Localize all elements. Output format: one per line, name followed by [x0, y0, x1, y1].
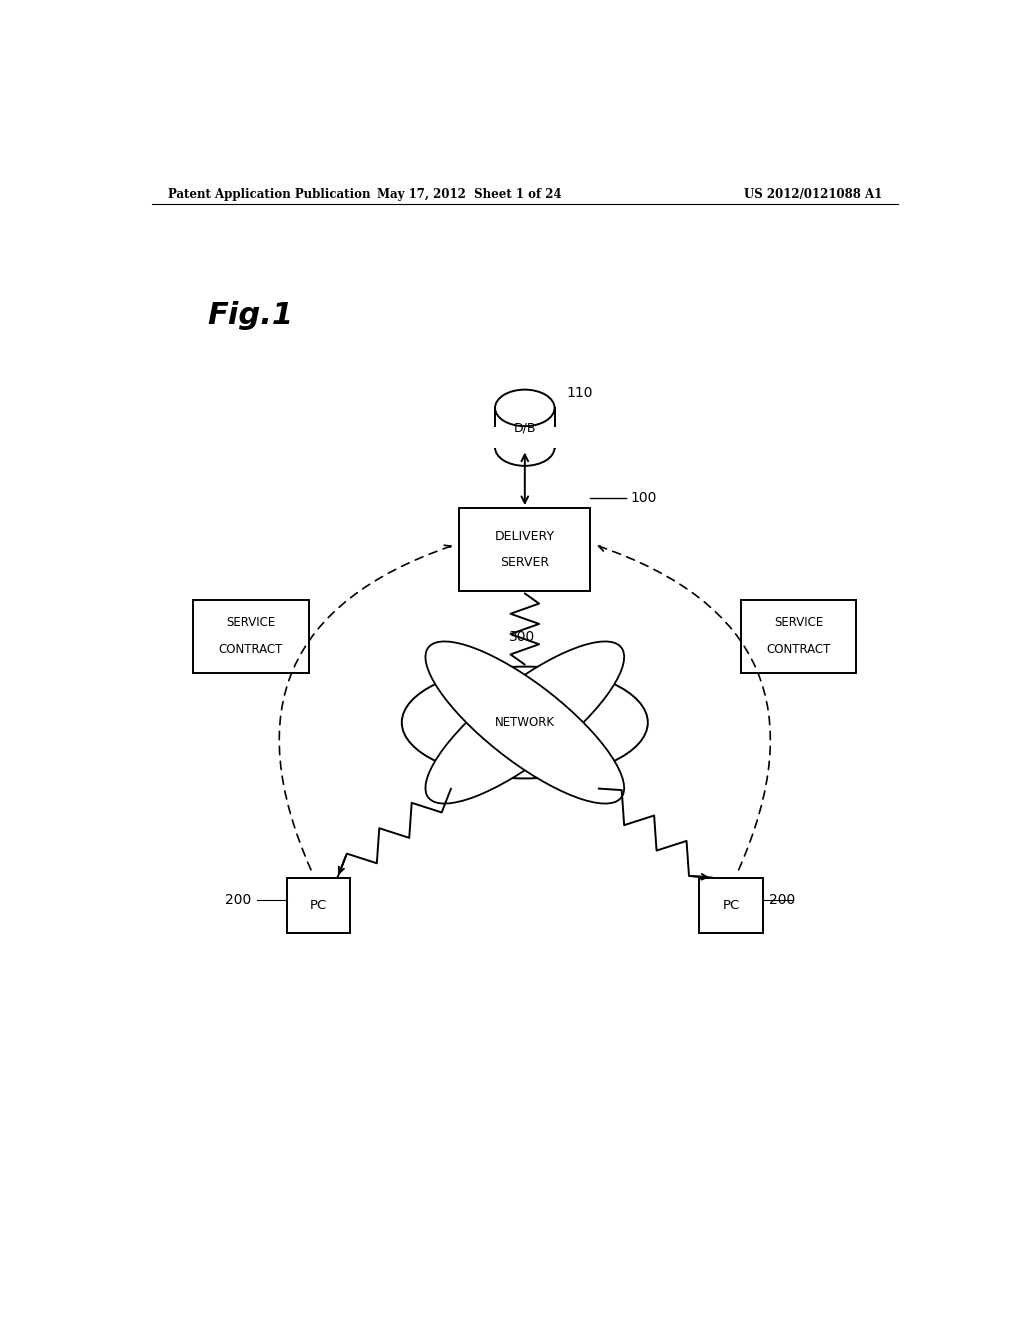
FancyBboxPatch shape [699, 878, 763, 933]
Ellipse shape [401, 667, 648, 779]
FancyBboxPatch shape [494, 428, 556, 447]
Text: May 17, 2012  Sheet 1 of 24: May 17, 2012 Sheet 1 of 24 [377, 189, 561, 202]
Text: 110: 110 [566, 385, 593, 400]
FancyBboxPatch shape [495, 408, 555, 447]
Text: 200: 200 [769, 894, 796, 907]
Ellipse shape [425, 642, 625, 804]
FancyBboxPatch shape [194, 599, 308, 673]
Text: Fig.1: Fig.1 [207, 301, 294, 330]
Text: SERVER: SERVER [501, 557, 549, 569]
Text: SERVICE: SERVICE [226, 616, 275, 630]
Ellipse shape [425, 642, 625, 804]
Text: SERVICE: SERVICE [774, 616, 823, 630]
Ellipse shape [495, 389, 555, 426]
Text: DELIVERY: DELIVERY [495, 531, 555, 543]
Text: D/B: D/B [514, 421, 536, 434]
FancyBboxPatch shape [460, 508, 590, 591]
Ellipse shape [495, 429, 555, 466]
FancyBboxPatch shape [287, 878, 350, 933]
Text: NETWORK: NETWORK [495, 715, 555, 729]
Text: 300: 300 [509, 630, 536, 644]
Text: CONTRACT: CONTRACT [766, 643, 830, 656]
Text: PC: PC [723, 899, 739, 912]
FancyBboxPatch shape [741, 599, 856, 673]
Text: Patent Application Publication: Patent Application Publication [168, 189, 371, 202]
Text: US 2012/0121088 A1: US 2012/0121088 A1 [743, 189, 882, 202]
Text: 200: 200 [224, 894, 251, 907]
Text: PC: PC [310, 899, 327, 912]
Text: CONTRACT: CONTRACT [219, 643, 284, 656]
Text: 100: 100 [630, 491, 656, 504]
